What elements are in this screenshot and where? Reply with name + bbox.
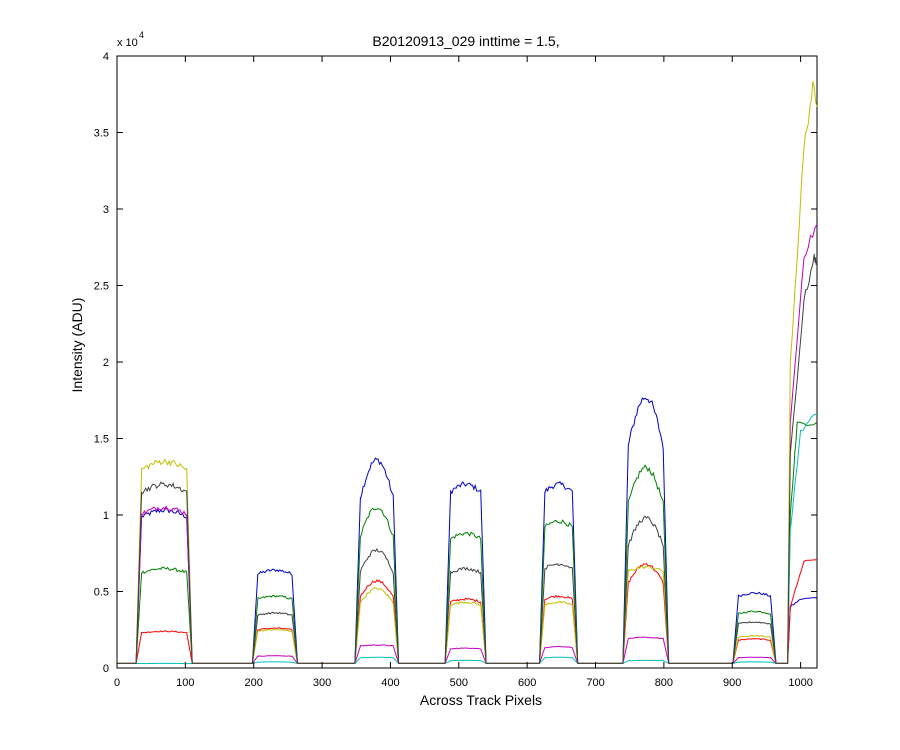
y-exponent-power: 4 <box>139 30 144 40</box>
x-tick-label: 900 <box>723 677 741 689</box>
y-tick-label: 1 <box>103 510 109 522</box>
series-layer <box>117 81 818 665</box>
y-tick-label: 3 <box>103 204 109 216</box>
x-tick-label: 200 <box>245 677 263 689</box>
x-tick-label: 500 <box>450 677 468 689</box>
y-exponent-base: x 10 <box>117 37 138 49</box>
x-tick-label: 100 <box>176 677 194 689</box>
y-tick-label: 3.5 <box>94 128 109 140</box>
y-tick-label: 0.5 <box>94 587 109 599</box>
series-line <box>117 421 818 664</box>
y-axis-title: Intensity (ADU) <box>69 298 85 393</box>
x-tick-label: 1000 <box>788 677 812 689</box>
x-tick-label: 800 <box>655 677 673 689</box>
chart-title: B20120913_029 inttime = 1.5, <box>372 33 559 49</box>
x-tick-label: 0 <box>114 677 120 689</box>
y-tick-label: 0 <box>103 663 109 675</box>
series-line <box>117 413 817 665</box>
y-tick-label: 4 <box>103 51 109 63</box>
x-tick-label: 400 <box>381 677 399 689</box>
plot-area <box>116 55 818 669</box>
x-tick-label: 600 <box>518 677 536 689</box>
y-tick-label: 1.5 <box>94 434 109 446</box>
y-axis: 0 0.5 1 1.5 2 2.5 3 3.5 4 <box>94 51 817 675</box>
x-tick-label: 300 <box>313 677 331 689</box>
y-tick-label: 2.5 <box>94 281 109 293</box>
x-axis: 0 100 200 300 400 500 600 700 800 900 1000 <box>114 56 813 689</box>
x-axis-title: Across Track Pixels <box>420 692 542 708</box>
series-line <box>117 223 818 664</box>
x-tick-label: 700 <box>586 677 604 689</box>
y-tick-label: 2 <box>103 357 109 369</box>
series-line <box>117 253 818 664</box>
series-line <box>117 559 818 664</box>
